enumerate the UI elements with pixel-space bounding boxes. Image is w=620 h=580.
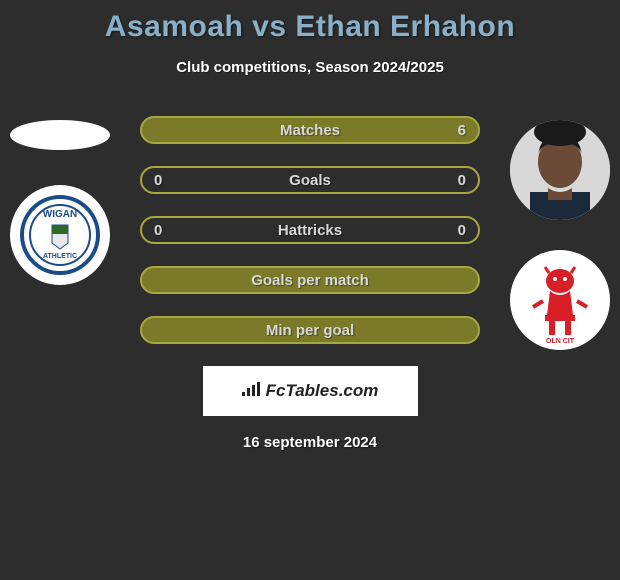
stat-label: Min per goal bbox=[266, 322, 354, 339]
brand-text: FcTables.com bbox=[266, 381, 379, 401]
stat-label: Goals bbox=[289, 172, 331, 189]
brand-icon bbox=[242, 382, 262, 401]
footer-date: 16 september 2024 bbox=[0, 434, 620, 451]
wigan-badge: WIGAN ATHLETIC bbox=[10, 185, 110, 285]
player2-photo bbox=[510, 120, 610, 220]
stat-label: Goals per match bbox=[251, 272, 369, 289]
stat-pill: 0 Goals 0 bbox=[140, 166, 480, 194]
player1-photo-placeholder bbox=[10, 120, 110, 150]
stat-pill: Goals per match bbox=[140, 266, 480, 294]
stat-right-value: 0 bbox=[458, 222, 466, 239]
lincoln-badge: OLN CIT bbox=[510, 250, 610, 350]
svg-text:WIGAN: WIGAN bbox=[43, 209, 77, 220]
stat-left-value: 0 bbox=[154, 222, 162, 239]
page-subtitle: Club competitions, Season 2024/2025 bbox=[0, 59, 620, 76]
stat-left-value: 0 bbox=[154, 172, 162, 189]
stat-label: Hattricks bbox=[278, 222, 342, 239]
stat-pill: Min per goal bbox=[140, 316, 480, 344]
stat-pill: 0 Hattricks 0 bbox=[140, 216, 480, 244]
stat-right-value: 6 bbox=[458, 122, 466, 139]
stat-right-value: 0 bbox=[458, 172, 466, 189]
stat-label: Matches bbox=[280, 122, 340, 139]
right-avatar-column: OLN CIT bbox=[510, 120, 610, 380]
stat-pill: Matches 6 bbox=[140, 116, 480, 144]
brand-badge: FcTables.com bbox=[203, 366, 418, 416]
svg-text:OLN CIT: OLN CIT bbox=[546, 338, 575, 345]
page-title: Asamoah vs Ethan Erhahon bbox=[0, 10, 620, 44]
svg-text:ATHLETIC: ATHLETIC bbox=[43, 253, 77, 260]
left-avatar-column: WIGAN ATHLETIC bbox=[10, 120, 110, 315]
